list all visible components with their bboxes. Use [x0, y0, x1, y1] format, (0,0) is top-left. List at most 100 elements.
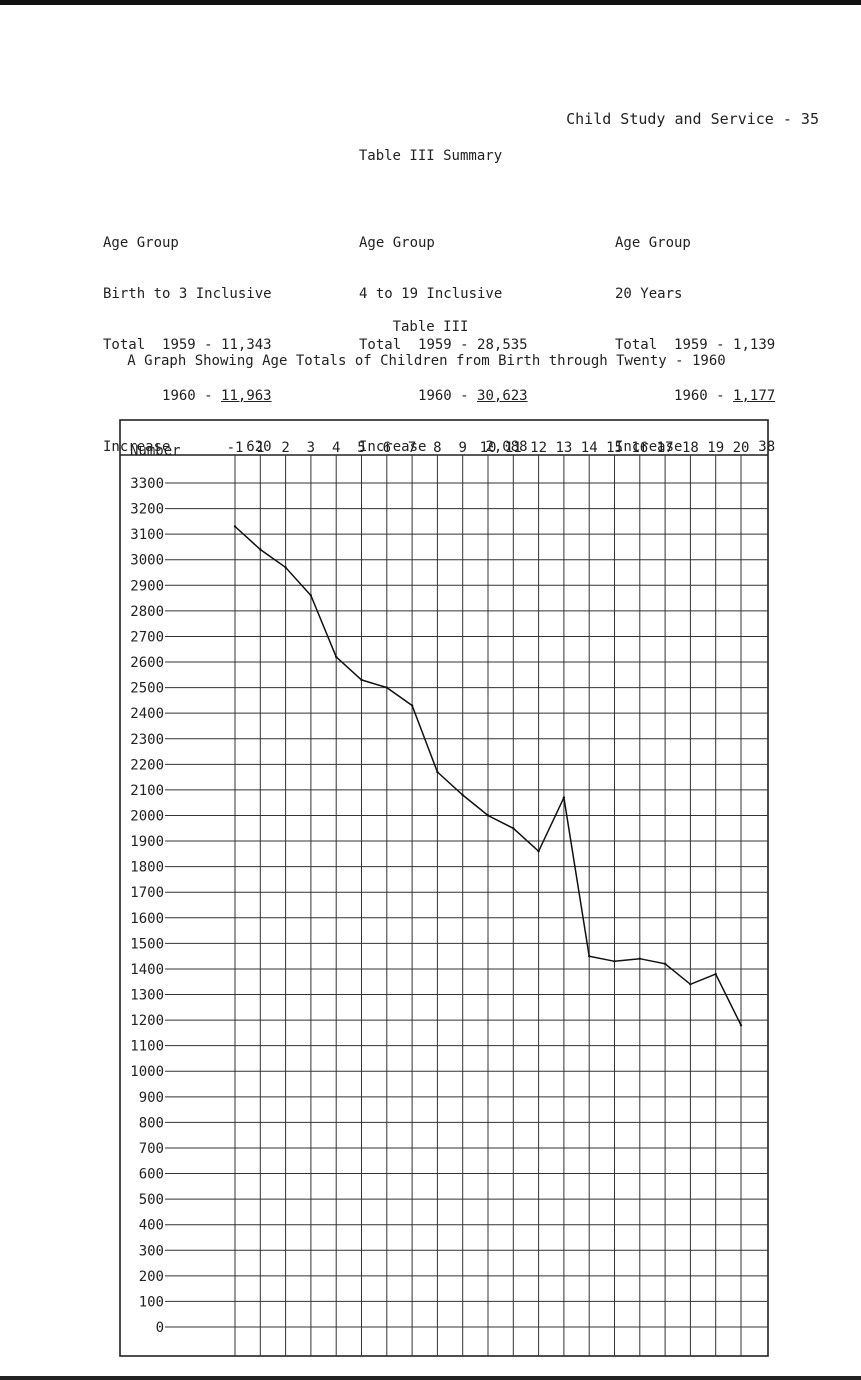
total-1959-row: Total 1959 - 11,343 [103, 337, 272, 353]
x-tick-label: 2 [281, 440, 289, 456]
data-point [335, 655, 338, 659]
y-tick-label: 200 [139, 1269, 164, 1285]
increase-row: Increase 2,088 [359, 439, 528, 455]
x-tick-label: 18 [682, 440, 699, 456]
data-point [613, 960, 616, 963]
x-tick-label: 1 [256, 440, 264, 456]
y-tick-label: 0 [156, 1320, 164, 1336]
x-tick-label: 3 [307, 440, 315, 456]
data-point [360, 678, 363, 682]
y-tick-label: 3000 [130, 553, 164, 569]
x-tick-label: 8 [433, 440, 441, 456]
y-tick-label: 1000 [130, 1064, 164, 1080]
y-axis-ticks: 0 100 200 300 400 500 600 700 800 900 1000 1100 1200… [130, 476, 164, 1336]
y-tick-label: 3100 [130, 527, 164, 543]
group-label: Age Group [615, 235, 691, 251]
y-tick-label: 1300 [130, 988, 164, 1004]
y-tick-label: 1500 [130, 936, 164, 952]
y-tick-label: 1700 [130, 885, 164, 901]
total-1959-row: Total 1959 - 28,535 [359, 337, 528, 353]
data-point [714, 972, 717, 976]
data-point [486, 814, 490, 817]
x-tick-label: 12 [530, 440, 547, 456]
y-tick-label: 400 [139, 1218, 164, 1234]
data-point [385, 686, 388, 689]
series-line [233, 525, 743, 1027]
data-point [562, 796, 566, 799]
data-point [259, 548, 262, 551]
group-range: 4 to 19 Inclusive [359, 286, 503, 302]
y-tick-label: 2100 [130, 783, 164, 799]
x-tick-label: 14 [581, 440, 598, 456]
y-tick-label: 2500 [130, 681, 164, 697]
x-tick-label: 4 [332, 440, 340, 456]
y-tick-label: 700 [139, 1141, 164, 1157]
y-tick-label: 600 [139, 1167, 164, 1183]
group-label: Age Group [103, 235, 179, 251]
chart-heading: Table III [392, 319, 469, 335]
y-tick-label: 2300 [130, 732, 164, 748]
summary-group-4-to-19: Age Group 4 to 19 Inclusive Total 1959 -… [359, 201, 528, 473]
bottom-border [0, 1376, 861, 1380]
data-point [461, 793, 464, 797]
total-1960-row: 1960 - 30,623 [418, 388, 528, 404]
data-point [739, 1024, 743, 1027]
x-tick-label: -1 [227, 440, 244, 456]
chart-grid [165, 455, 768, 1356]
y-tick-label: 100 [139, 1294, 164, 1310]
group-range: 20 Years [615, 286, 683, 302]
data-point [638, 957, 641, 960]
y-tick-label: 2400 [130, 706, 164, 722]
x-tick-label: 17 [657, 440, 674, 456]
x-tick-label: 10 [480, 440, 497, 456]
data-point [436, 770, 439, 774]
running-title: Child Study and Service - 35 [566, 110, 819, 128]
x-tick-label: 16 [631, 440, 648, 456]
y-tick-label: 2700 [130, 629, 164, 645]
chart-title: A Graph Showing Age Totals of Children f… [127, 353, 726, 369]
y-tick-label: 1600 [130, 911, 164, 927]
frame-border [119, 419, 769, 1357]
y-tick-label: 2600 [130, 655, 164, 671]
data-point [410, 704, 414, 707]
total-1960-row: 1960 - 11,963 [162, 388, 272, 404]
x-tick-label: 19 [707, 440, 724, 456]
increase-row: Increase 38 [615, 439, 776, 455]
x-tick-label: 13 [555, 440, 572, 456]
chart-frame [119, 419, 769, 1357]
x-tick-label: 15 [606, 440, 623, 456]
x-axis-ticks: -1 1 2 3 4 5 6 7 8 9 10 11 12 13 14 15 16 17 18 19 20 [227, 440, 750, 456]
x-tick-label: 9 [458, 440, 466, 456]
y-tick-label: 900 [139, 1090, 164, 1106]
top-border [0, 0, 861, 5]
y-tick-label: 3300 [130, 476, 164, 492]
total-1959-row: Total 1959 - 1,139 [615, 337, 776, 353]
y-tick-label: 1400 [130, 962, 164, 978]
y-tick-label: 2200 [130, 757, 164, 773]
y-tick-label: 300 [139, 1243, 164, 1259]
x-tick-label: 7 [408, 440, 416, 456]
y-tick-label: 1900 [130, 834, 164, 850]
y-tick-label: 3200 [130, 502, 164, 518]
x-tick-label: 11 [505, 440, 522, 456]
data-point [588, 954, 591, 958]
y-axis-label: Number [130, 443, 181, 459]
y-tick-label: 2000 [130, 808, 164, 824]
data-point [663, 962, 667, 966]
y-tick-label: 1200 [130, 1013, 164, 1029]
data-point [284, 566, 287, 569]
group-label: Age Group [359, 235, 435, 251]
summary-title: Table III Summary [358, 148, 503, 164]
group-range: Birth to 3 Inclusive [103, 286, 272, 302]
y-tick-label: 800 [139, 1115, 164, 1131]
total-1960-row: 1960 - 1,177 [674, 388, 776, 404]
data-point [512, 827, 515, 830]
y-tick-label: 2900 [130, 578, 164, 594]
data-point [689, 983, 692, 986]
data-point [309, 594, 313, 597]
y-tick-label: 1100 [130, 1039, 164, 1055]
data-point [537, 850, 540, 853]
x-tick-label: 20 [733, 440, 750, 456]
y-tick-label: 2800 [130, 604, 164, 620]
